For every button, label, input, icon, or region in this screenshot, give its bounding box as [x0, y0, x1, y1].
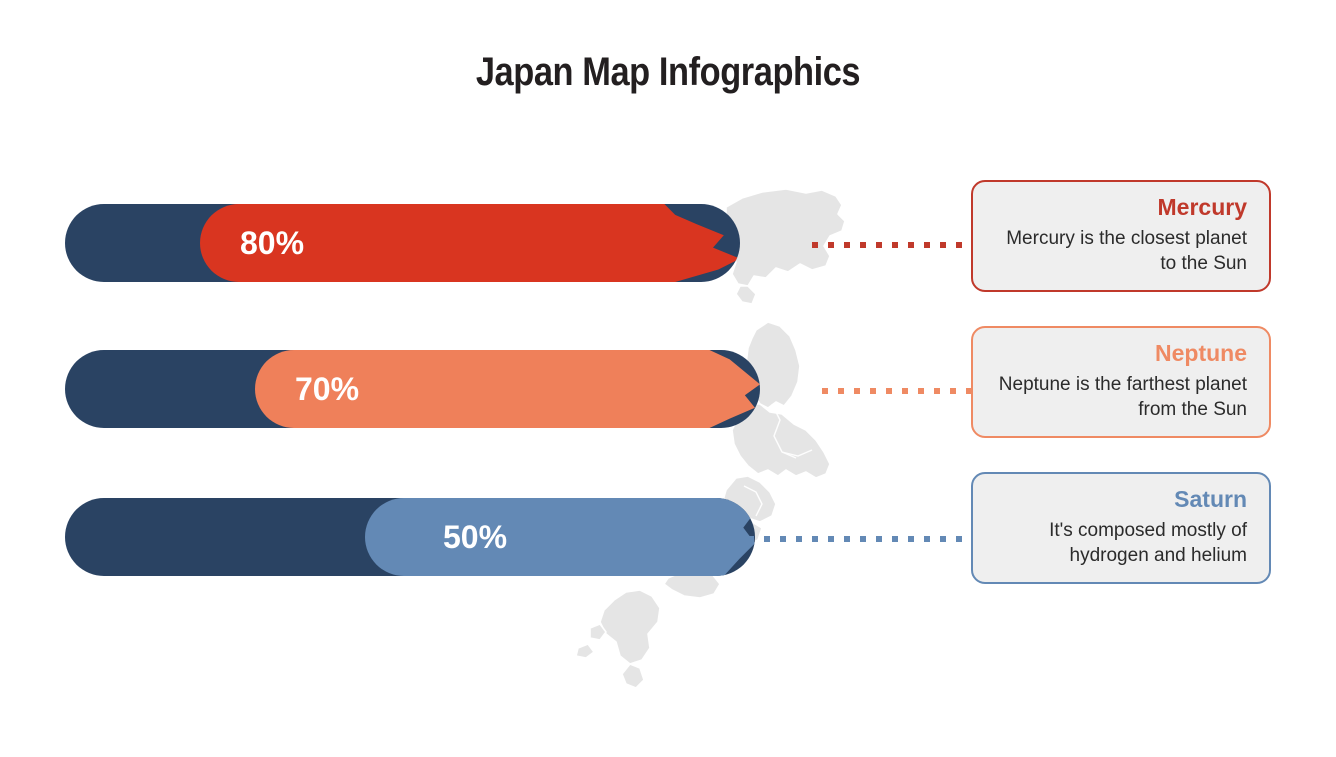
connector-dot-mercury	[892, 242, 898, 248]
bar-value-mercury: 80%	[240, 225, 305, 261]
connector-dot-saturn	[908, 536, 914, 542]
connector-dot-saturn	[796, 536, 802, 542]
connector-dot-neptune	[886, 388, 892, 394]
legend-card-title-neptune: Neptune	[1155, 340, 1247, 366]
connector-dot-neptune	[902, 388, 908, 394]
bar-fill-saturn	[365, 498, 755, 576]
connector-dot-saturn	[892, 536, 898, 542]
connector-dot-neptune	[854, 388, 860, 394]
connector-dot-saturn	[748, 536, 754, 542]
connector-dot-saturn	[780, 536, 786, 542]
connector-dot-mercury	[908, 242, 914, 248]
connector-dot-mercury	[828, 242, 834, 248]
connector-dot-mercury	[924, 242, 930, 248]
connector-saturn	[748, 536, 972, 542]
connector-dot-saturn	[876, 536, 882, 542]
connector-neptune	[822, 388, 972, 394]
connector-mercury	[812, 242, 972, 248]
legend-card-title-saturn: Saturn	[1174, 486, 1247, 512]
bar-fill-mercury	[200, 204, 740, 282]
connector-dot-saturn	[812, 536, 818, 542]
legend-card-title-mercury: Mercury	[1157, 194, 1247, 220]
legend-card-saturn[interactable]: Saturn It's composed mostly of hydrogen …	[971, 472, 1271, 584]
connector-dot-mercury	[876, 242, 882, 248]
connector-dot-saturn	[844, 536, 850, 542]
connector-dot-saturn	[860, 536, 866, 542]
connector-dot-saturn	[924, 536, 930, 542]
legend-card-neptune[interactable]: Neptune Neptune is the farthest planet f…	[971, 326, 1271, 438]
bar-fill-neptune	[255, 350, 760, 428]
connector-dot-neptune	[966, 388, 972, 394]
connector-dot-neptune	[950, 388, 956, 394]
connector-dot-neptune	[918, 388, 924, 394]
page-title: Japan Map Infographics	[475, 50, 861, 94]
connector-dot-saturn	[940, 536, 946, 542]
connector-dot-mercury	[956, 242, 962, 248]
connector-dot-saturn	[764, 536, 770, 542]
connector-dot-mercury	[940, 242, 946, 248]
connector-dot-neptune	[934, 388, 940, 394]
bar-value-saturn: 50%	[443, 519, 508, 555]
legend-card-body-neptune: Neptune is the farthest planet from the …	[998, 373, 1247, 420]
legend-card-body-saturn: It's composed mostly of hydrogen and hel…	[1049, 519, 1247, 566]
connector-dot-mercury	[812, 242, 818, 248]
connector-dot-saturn	[956, 536, 962, 542]
connector-dot-neptune	[838, 388, 844, 394]
connector-dot-saturn	[828, 536, 834, 542]
connector-dot-neptune	[822, 388, 828, 394]
bar-value-neptune: 70%	[295, 371, 360, 407]
legend-card-body-mercury: Mercury is the closest planet to the Sun	[1006, 227, 1247, 274]
legend-card-mercury[interactable]: Mercury Mercury is the closest planet to…	[971, 180, 1271, 292]
connector-dot-mercury	[860, 242, 866, 248]
connector-dot-neptune	[870, 388, 876, 394]
connector-dot-mercury	[844, 242, 850, 248]
